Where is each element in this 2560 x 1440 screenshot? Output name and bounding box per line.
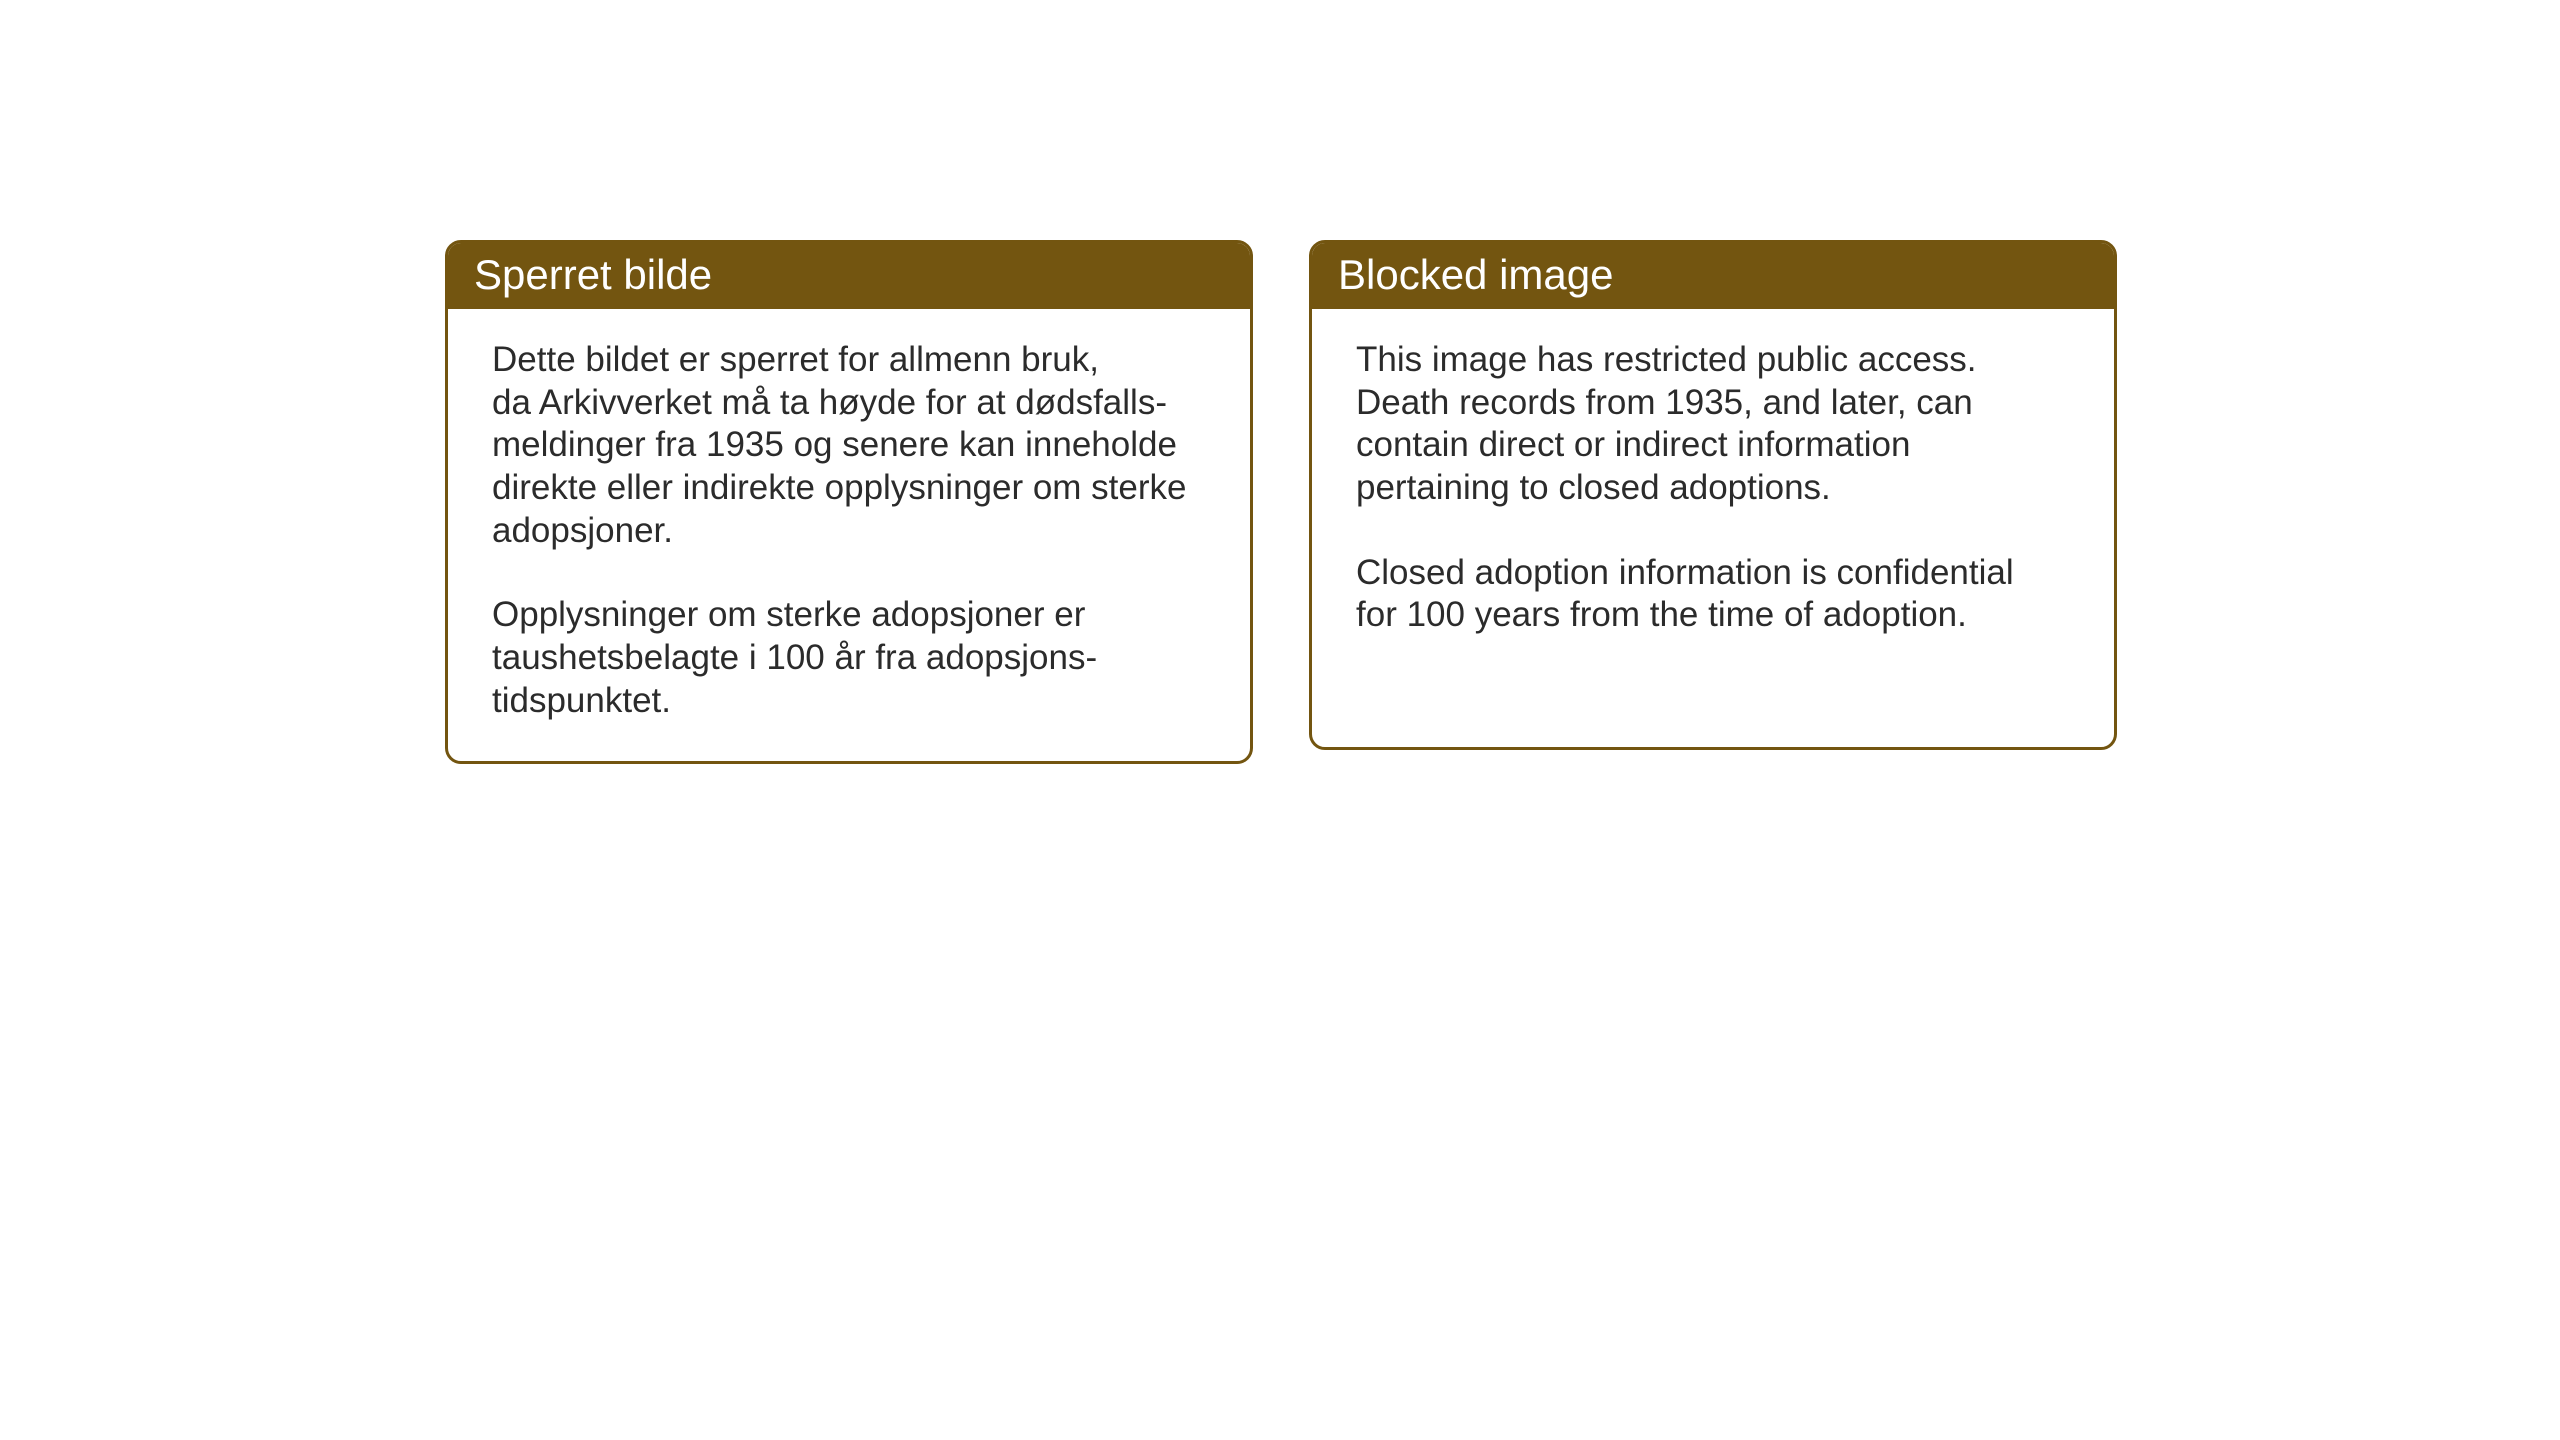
card-title-english: Blocked image xyxy=(1338,251,1613,298)
card-body-english: This image has restricted public access.… xyxy=(1312,309,2114,675)
notice-cards-container: Sperret bilde Dette bildet er sperret fo… xyxy=(445,240,2117,764)
card-paragraph-1-english: This image has restricted public access.… xyxy=(1356,339,2070,510)
card-paragraph-2-norwegian: Opplysninger om sterke adopsjoner ertaus… xyxy=(492,594,1206,722)
notice-card-english: Blocked image This image has restricted … xyxy=(1309,240,2117,750)
card-paragraph-2-english: Closed adoption information is confident… xyxy=(1356,552,2070,637)
card-header-english: Blocked image xyxy=(1312,243,2114,309)
card-paragraph-1-norwegian: Dette bildet er sperret for allmenn bruk… xyxy=(492,339,1206,552)
notice-card-norwegian: Sperret bilde Dette bildet er sperret fo… xyxy=(445,240,1253,764)
card-body-norwegian: Dette bildet er sperret for allmenn bruk… xyxy=(448,309,1250,761)
card-header-norwegian: Sperret bilde xyxy=(448,243,1250,309)
card-title-norwegian: Sperret bilde xyxy=(474,251,712,298)
